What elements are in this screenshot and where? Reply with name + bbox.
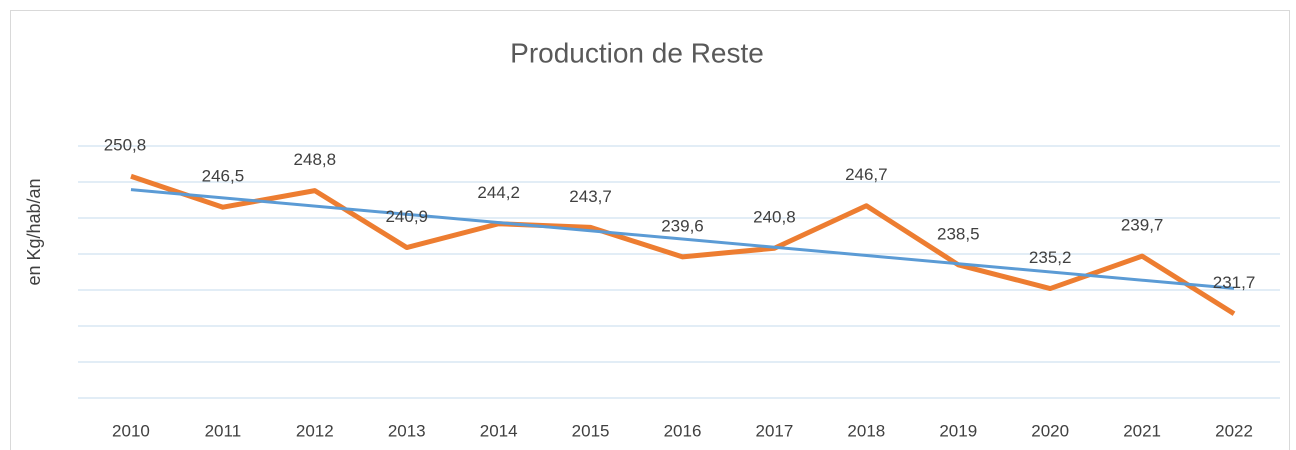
data-label: 239,7	[1121, 216, 1164, 235]
data-label: 246,5	[202, 167, 245, 186]
chart-title: Production de Reste	[510, 37, 764, 68]
x-tick-label: 2016	[664, 421, 702, 440]
x-tick-label: 2015	[572, 421, 610, 440]
x-tick-label: 2011	[205, 421, 242, 440]
data-label: 250,8	[104, 136, 147, 155]
x-tick-label: 2020	[1031, 421, 1069, 440]
x-tick-label: 2012	[296, 421, 334, 440]
x-tick-label: 2019	[939, 421, 977, 440]
x-tick-label: 2010	[112, 421, 150, 440]
data-line	[130, 173, 1236, 316]
data-label: 243,7	[569, 187, 612, 206]
x-tick-label: 2017	[756, 421, 794, 440]
trend-line	[130, 188, 1235, 290]
data-label: 240,9	[385, 207, 428, 226]
y-axis-label: en Kg/hab/an	[24, 178, 44, 285]
data-label: 239,6	[661, 216, 704, 235]
data-label: 238,5	[937, 224, 980, 243]
data-label: 246,7	[845, 165, 888, 184]
x-tick-label: 2018	[847, 421, 885, 440]
data-label: 235,2	[1029, 248, 1072, 267]
x-tick-label: 2013	[388, 421, 426, 440]
data-label: 248,8	[294, 150, 337, 169]
x-tick-label: 2021	[1123, 421, 1161, 440]
data-label: 240,8	[753, 208, 796, 227]
chart-frame	[10, 10, 1290, 450]
x-tick-label: 2014	[480, 421, 518, 440]
data-label: 231,7	[1213, 273, 1256, 292]
data-label: 244,2	[477, 183, 520, 202]
x-tick-label: 2022	[1215, 421, 1253, 440]
